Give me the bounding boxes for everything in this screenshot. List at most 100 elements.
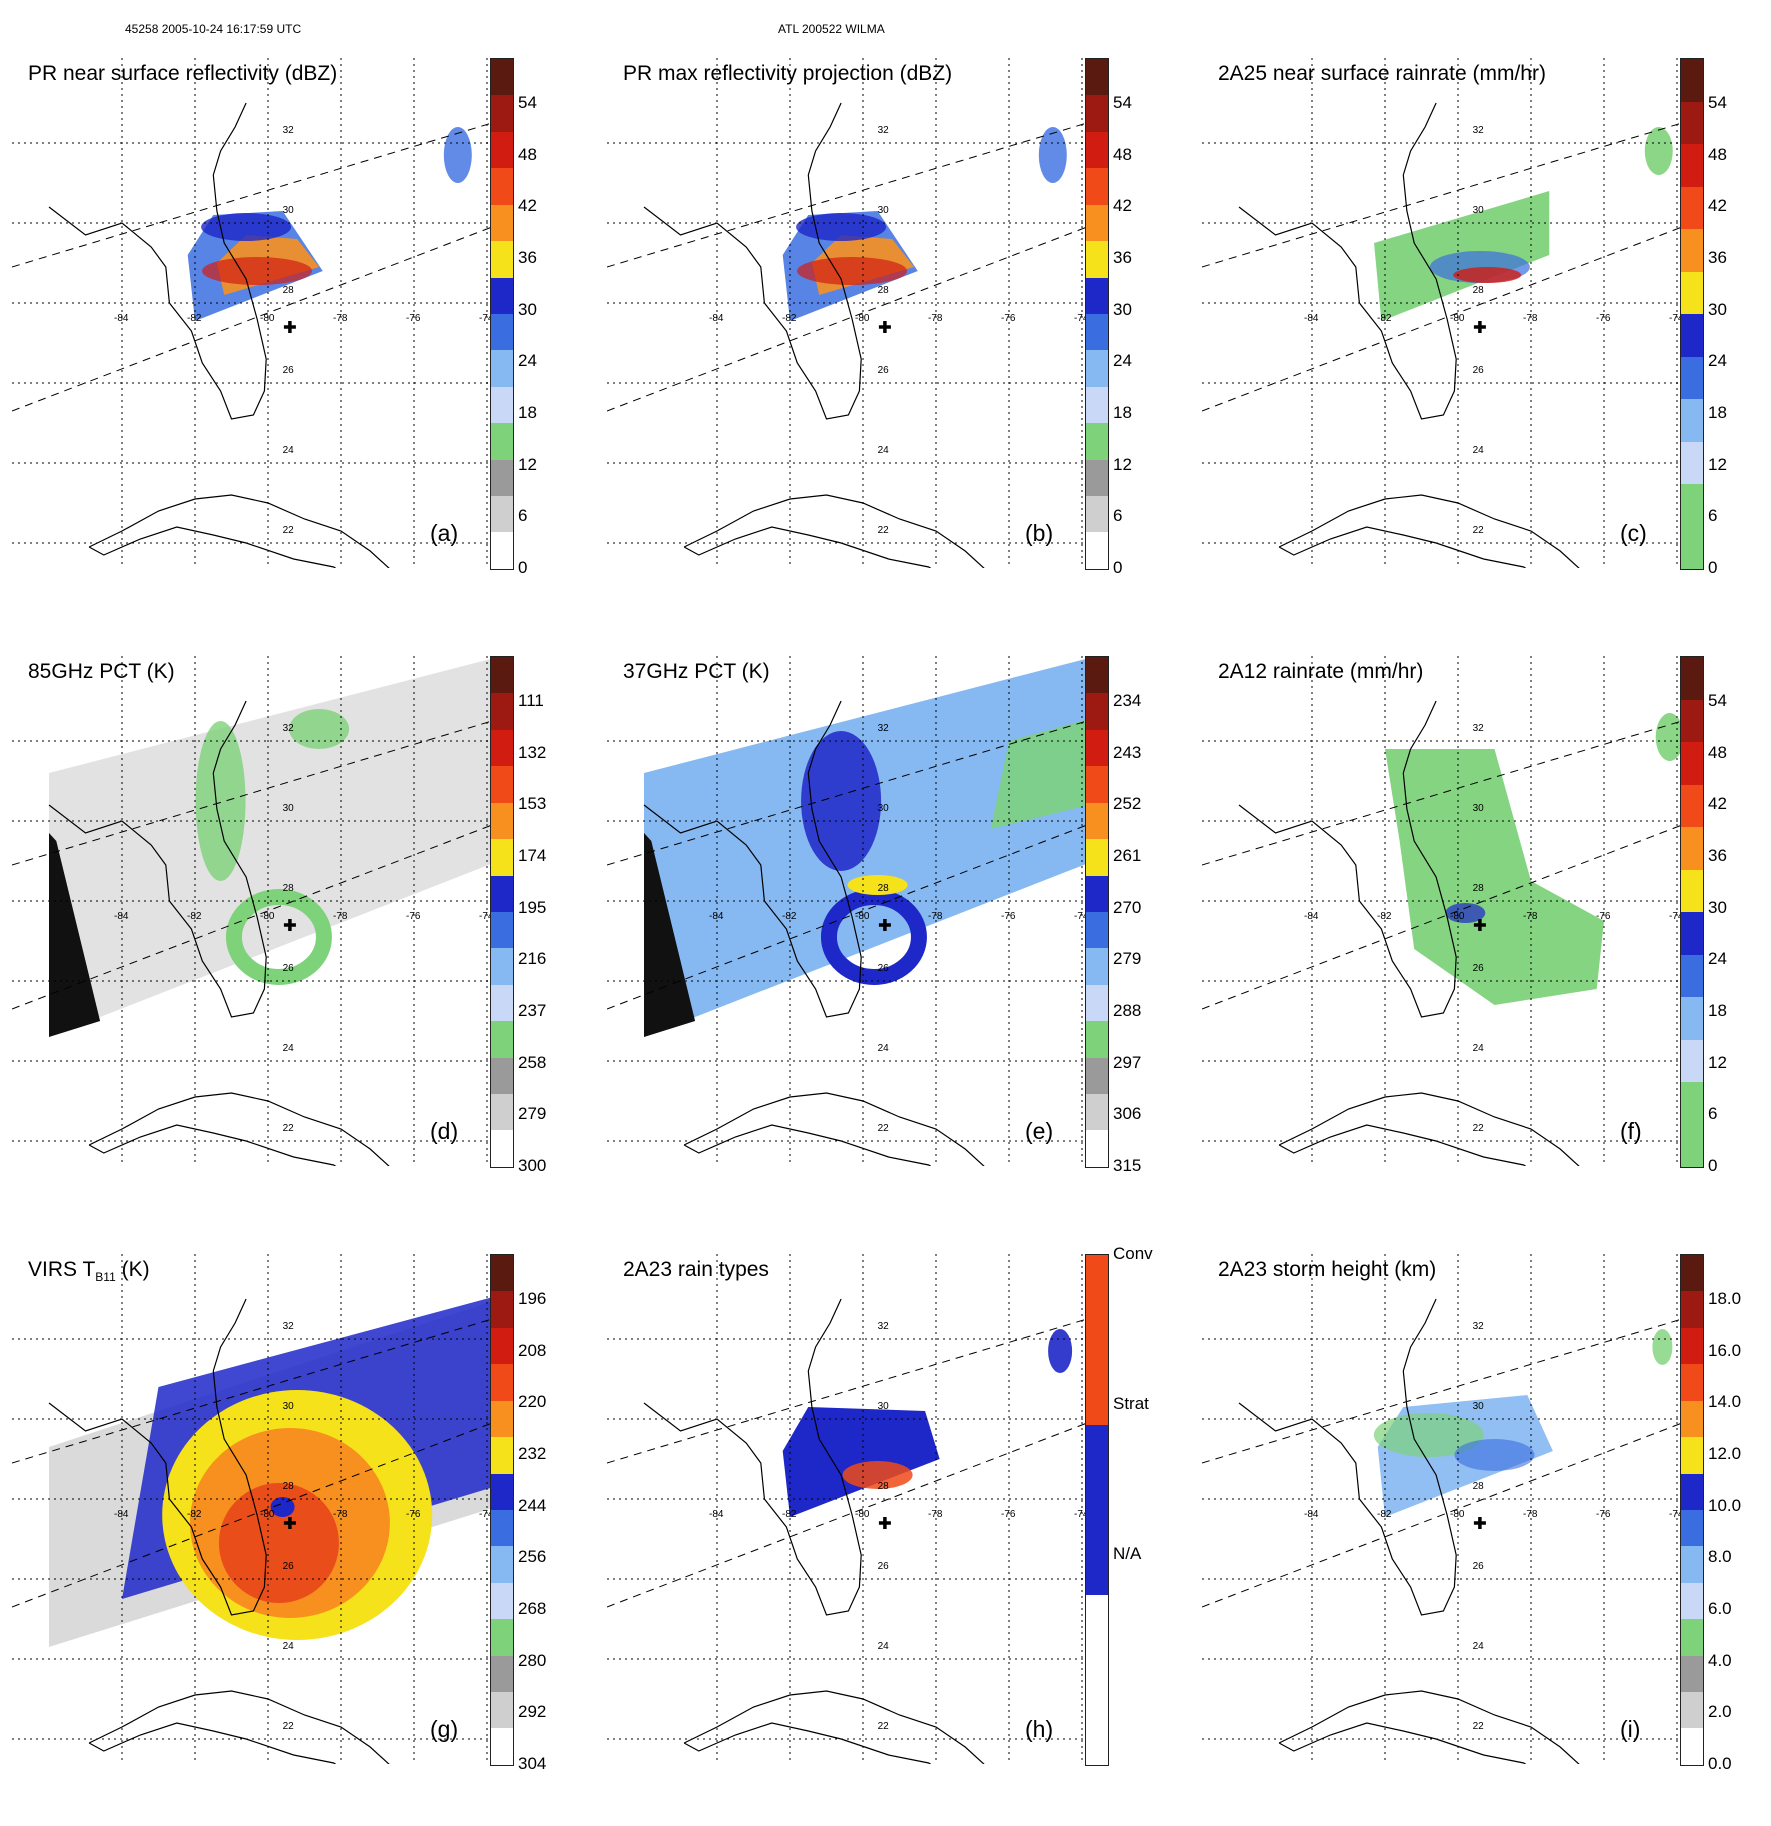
colorbar-tick-label: 48 — [1708, 742, 1727, 762]
lat-label: 24 — [878, 1043, 890, 1054]
map-svg: -84 -82 -80 -78 -76 -74 32 30 28 26 24 22 — [607, 58, 1087, 568]
lat-label: 26 — [878, 365, 890, 376]
data-region — [796, 213, 887, 241]
map-svg: -84 -82 -80 -78 -76 -74 32 30 28 26 24 22 — [1202, 1254, 1682, 1764]
lat-label: 26 — [878, 1561, 890, 1572]
data-region — [801, 731, 882, 871]
data-region — [782, 1407, 940, 1517]
lon-label: -76 — [1596, 313, 1611, 324]
colorbar-segment — [1681, 1039, 1703, 1082]
lon-label: -84 — [709, 1509, 724, 1520]
colorbar-tick-label: 279 — [518, 1104, 547, 1124]
panel-h: -84 -82 -80 -78 -76 -74 32 30 28 26 24 22 2A23 rain … — [595, 1236, 1190, 1826]
panel-title: VIRS TB11 (K) — [28, 1258, 150, 1284]
lon-label: -78 — [928, 313, 943, 324]
lon-label: -80 — [1450, 313, 1465, 324]
colorbar-segment — [1086, 423, 1108, 460]
colorbar-segment — [1086, 839, 1108, 876]
panel-title: 2A25 near surface rainrate (mm/hr) — [1218, 62, 1546, 86]
storm-name: ATL 200522 WILMA — [778, 22, 885, 36]
storm-center-icon — [283, 321, 296, 333]
lon-label: -80 — [855, 1509, 870, 1520]
data-region — [842, 1461, 913, 1489]
data-region — [1454, 1439, 1535, 1471]
panel-title-text: 2A23 rain types — [623, 1258, 769, 1281]
colorbar-segment — [491, 839, 513, 876]
colorbar-tick-label: 54 — [1113, 93, 1132, 112]
colorbar-tick-label: 304 — [518, 1754, 547, 1773]
panel-title: 2A23 rain types — [623, 1258, 769, 1282]
lat-label: 24 — [878, 445, 890, 456]
colorbar-tick-label: 288 — [1113, 1001, 1142, 1020]
colorbar-tick-label: 243 — [1113, 742, 1142, 762]
colorbar-tick-label: 12.0 — [1708, 1444, 1742, 1463]
panel-a: -84 -82 -80 -78 -76 -74 32 30 28 26 24 22 PR near su… — [0, 40, 595, 630]
lon-label: -74 — [1074, 1509, 1087, 1520]
lon-label: -84 — [1304, 313, 1319, 324]
colorbar-tick-label: 14.0 — [1708, 1392, 1742, 1412]
colorbar-segment — [1086, 802, 1108, 840]
colorbar-segment — [1681, 1124, 1703, 1167]
colorbar-segment — [1086, 386, 1108, 424]
map-plot: -84 -82 -80 -78 -76 -74 32 30 28 26 24 22 — [12, 58, 492, 568]
colorbar-segment — [491, 204, 513, 242]
panel-b: -84 -82 -80 -78 -76 -74 32 30 28 26 24 22 PR max ref… — [595, 40, 1190, 630]
colorbar-tick-label: 280 — [518, 1650, 547, 1670]
panel-label: (d) — [430, 1118, 459, 1144]
lon-label: -84 — [709, 313, 724, 324]
colorbar-segment — [491, 1400, 513, 1438]
colorbar-tick-label: 18 — [518, 403, 537, 422]
colorbar-segment — [1086, 1595, 1108, 1765]
lat-label: 30 — [1473, 205, 1485, 216]
colorbar-tick-label: 8.0 — [1708, 1547, 1732, 1567]
coastline-florida — [643, 772, 862, 1018]
colorbar-tick-label: Conv — [1113, 1244, 1153, 1263]
colorbar-segment — [1681, 869, 1703, 912]
colorbar-tick-label: 195 — [518, 897, 547, 917]
lat-label: 28 — [283, 883, 295, 894]
colorbar-tick-label: 42 — [1708, 196, 1727, 216]
lat-label: 24 — [1473, 1043, 1485, 1054]
map-plot: -84 -82 -80 -78 -76 -74 32 30 28 26 24 22 — [1202, 656, 1682, 1166]
colorbar-segment — [491, 766, 513, 803]
lat-label: 28 — [283, 1481, 295, 1492]
colorbar-segment — [491, 1473, 513, 1510]
colorbar-tick-label: 30 — [1708, 299, 1727, 319]
lat-label: 28 — [283, 285, 295, 296]
panel-title-text: PR max reflectivity projection (dBZ) — [623, 62, 953, 85]
lat-label: 30 — [283, 1401, 295, 1412]
colorbar-segment — [1086, 496, 1108, 533]
colorbar-segment — [1086, 459, 1108, 497]
data-region — [1385, 749, 1604, 1005]
lat-label: 26 — [283, 1561, 295, 1572]
colorbar-tick-label: 12 — [1113, 454, 1132, 474]
colorbar-tick-label: 18 — [1708, 403, 1727, 422]
data-field — [1385, 713, 1682, 1005]
colorbar-segment — [491, 423, 513, 460]
colorbar-segment — [1681, 1291, 1703, 1328]
colorbar-tick-label: 42 — [1113, 196, 1132, 216]
eyewall-ring — [820, 889, 927, 985]
panel-title: PR max reflectivity projection (dBZ) — [623, 62, 952, 86]
colorbar-tick-label: 54 — [518, 93, 537, 112]
lat-label: 26 — [283, 963, 295, 974]
lon-label: -74 — [1669, 911, 1682, 922]
colorbar-segment — [491, 1728, 513, 1765]
colorbar-tick-label: 36 — [518, 248, 537, 267]
lat-label: 28 — [1473, 883, 1485, 894]
lat-label: 32 — [1473, 125, 1485, 136]
colorbar-tick-label: 2.0 — [1708, 1702, 1732, 1722]
lat-label: 32 — [878, 125, 890, 136]
colorbar-tick-label: 196 — [518, 1289, 547, 1308]
colorbar-tick-label: 256 — [518, 1547, 547, 1567]
colorbar — [1085, 656, 1109, 1168]
panel-label: (c) — [1620, 520, 1647, 546]
lon-label: -74 — [1669, 313, 1682, 324]
storm-center-icon — [878, 919, 891, 931]
colorbar-tick-label: 24 — [1113, 351, 1132, 371]
colorbar-segment — [1681, 1692, 1703, 1729]
panel-title-text: VIRS T — [28, 1258, 96, 1281]
colorbar-segment — [1086, 95, 1108, 132]
data-field — [1373, 1329, 1673, 1517]
lon-label: -78 — [1523, 911, 1538, 922]
